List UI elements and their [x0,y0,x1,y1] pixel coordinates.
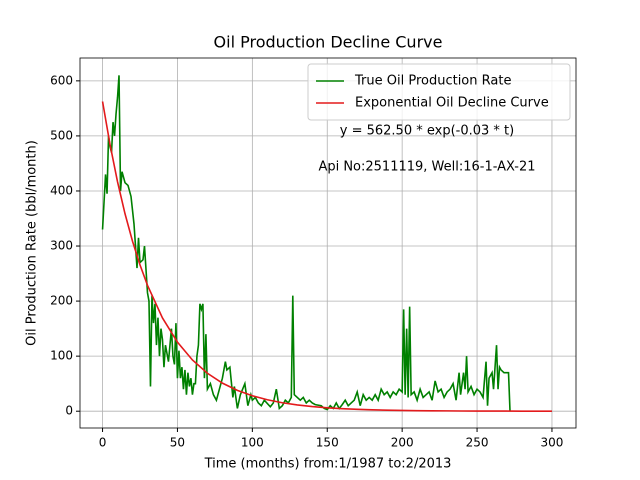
x-tick-label: 250 [466,436,489,450]
y-tick-label: 600 [50,73,73,87]
legend-box [307,63,571,121]
y-tick-label: 500 [50,128,73,142]
y-tick-label: 300 [50,239,73,253]
legend-label: True Oil Production Rate [354,74,511,89]
x-tick-label: 50 [170,436,185,450]
plot-frame [79,57,577,429]
x-tick-label: 300 [541,436,564,450]
annotation: Api No:2511119, Well:16-1-AX-21 [318,160,535,175]
chart-title: Oil Production Decline Curve [214,33,443,52]
x-tick-label: 0 [99,436,107,450]
data-line [101,75,511,412]
annotation: y = 562.50 * exp(-0.03 * t) [340,124,514,139]
y-tick-label: 0 [65,404,73,418]
data-line [101,101,552,412]
y-tick-label: 200 [50,294,73,308]
x-tick-label: 150 [316,436,339,450]
y-tick-label: 400 [50,183,73,197]
x-tick-label: 200 [391,436,414,450]
x-axis-label: Time (months) from:1/1987 to:2/2013 [204,457,452,472]
x-tick-label: 100 [241,436,264,450]
y-axis-label: Oil Production Rate (bbl/month) [25,140,40,346]
legend-label: Exponential Oil Decline Curve [355,96,549,111]
y-tick-label: 100 [50,349,73,363]
